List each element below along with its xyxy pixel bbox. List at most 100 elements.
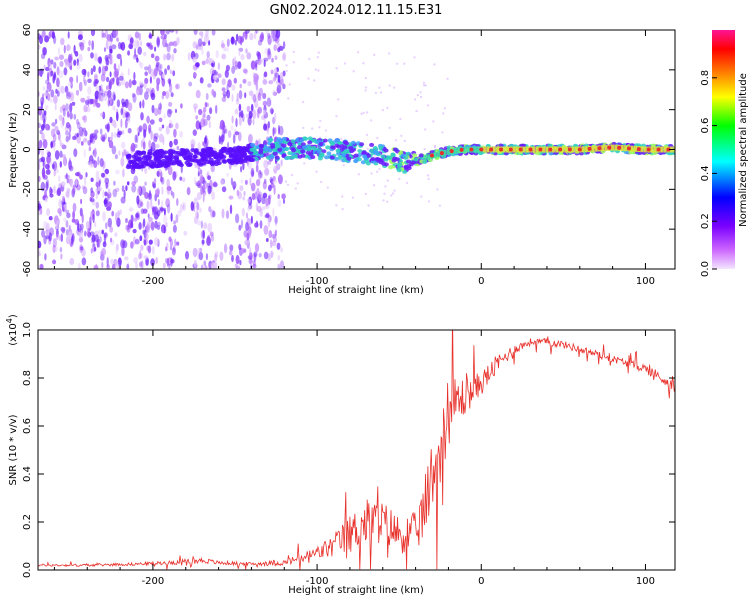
noise-blob — [274, 229, 277, 237]
noise-blob — [234, 64, 239, 70]
noise-blob — [271, 240, 277, 247]
noise-blob — [68, 165, 74, 172]
track-blob — [346, 156, 352, 161]
noise-blob — [93, 147, 97, 158]
noise-blob — [144, 181, 147, 186]
track-blob — [281, 143, 287, 148]
noise-blob — [255, 202, 259, 212]
noise-blob — [164, 68, 168, 75]
track-band — [611, 144, 614, 151]
noise-blob — [259, 171, 263, 179]
snr-xtick-label: -200 — [142, 576, 165, 587]
track-band — [634, 145, 637, 152]
noise-blob — [73, 113, 77, 120]
noise-blob — [166, 178, 170, 188]
noise-blob — [272, 207, 275, 218]
track-blob — [406, 164, 412, 169]
noise-blob — [137, 185, 141, 193]
noise-blob — [47, 93, 51, 101]
noise-speck — [341, 195, 344, 198]
noise-blob — [121, 185, 125, 192]
noise-blob — [258, 253, 262, 258]
noise-blob — [91, 40, 94, 51]
noise-blob — [168, 236, 172, 242]
noise-blob — [144, 91, 149, 100]
track-blob — [263, 147, 269, 152]
noise-blob — [124, 81, 129, 89]
noise-blob — [132, 93, 137, 103]
noise-blob — [217, 62, 221, 71]
noise-blob — [134, 31, 140, 39]
noise-blob — [131, 184, 137, 193]
noise-blob — [204, 101, 208, 108]
noise-blob — [68, 131, 71, 141]
noise-blob — [68, 55, 73, 62]
track-blob — [390, 152, 396, 157]
noise-blob — [80, 223, 84, 230]
noise-blob — [135, 213, 140, 219]
noise-blob — [270, 106, 273, 114]
noise-blob — [267, 35, 272, 46]
noise-blob — [96, 102, 101, 108]
noise-blob — [75, 89, 80, 96]
noise-blob — [234, 56, 237, 65]
colorbar-tick-label: 0.2 — [700, 213, 711, 229]
noise-blob — [93, 78, 98, 87]
noise-blob — [109, 78, 115, 85]
noise-blob — [170, 212, 173, 222]
noise-blob — [122, 168, 125, 178]
noise-blob — [221, 208, 225, 219]
noise-blob — [269, 100, 273, 106]
snr-marks — [38, 330, 675, 570]
noise-blob — [39, 68, 43, 77]
noise-blob — [60, 253, 63, 260]
noise-speck — [390, 194, 393, 197]
noise-blob — [142, 222, 145, 229]
track-band — [640, 146, 644, 153]
track-band — [614, 144, 618, 151]
noise-blob — [176, 241, 180, 246]
noise-blob — [253, 253, 256, 263]
noise-blob — [231, 65, 236, 74]
noise-blob — [114, 154, 118, 160]
colorbar-gradient — [712, 30, 735, 269]
noise-blob — [256, 59, 262, 66]
noise-blob — [216, 71, 219, 76]
noise-blob — [246, 198, 251, 203]
noise-blob — [112, 188, 118, 198]
noise-blob — [44, 105, 49, 110]
track-blob — [348, 146, 354, 151]
noise-blob — [102, 211, 106, 222]
noise-blob — [240, 54, 245, 61]
noise-blob — [250, 215, 253, 224]
noise-blob — [244, 92, 247, 99]
track-blob — [183, 156, 189, 161]
noise-speck — [357, 173, 360, 176]
noise-blob — [211, 89, 215, 96]
spectrogram-ytick-label: 20 — [22, 103, 33, 116]
noise-blob — [208, 40, 211, 46]
track-blob — [274, 143, 280, 148]
noise-speck — [341, 207, 344, 211]
noise-blob — [120, 157, 125, 167]
noise-blob — [236, 92, 239, 102]
track-blob — [330, 145, 336, 150]
noise-blob — [238, 90, 243, 100]
noise-blob — [210, 262, 216, 269]
noise-blob — [238, 49, 241, 56]
noise-blob — [87, 140, 91, 146]
noise-blob — [53, 142, 56, 153]
noise-blob — [154, 55, 160, 62]
noise-blob — [79, 42, 85, 51]
track-peak — [469, 147, 474, 152]
noise-blob — [70, 179, 73, 188]
noise-blob — [168, 123, 172, 128]
noise-speck — [403, 139, 406, 143]
snr-frame — [37, 329, 676, 571]
snr-multiplier: (x104) — [5, 314, 19, 346]
noise-blob — [105, 222, 108, 230]
track-peak — [489, 147, 494, 152]
track-blob — [232, 148, 238, 153]
noise-speck — [364, 192, 367, 196]
noise-speck — [315, 170, 318, 173]
